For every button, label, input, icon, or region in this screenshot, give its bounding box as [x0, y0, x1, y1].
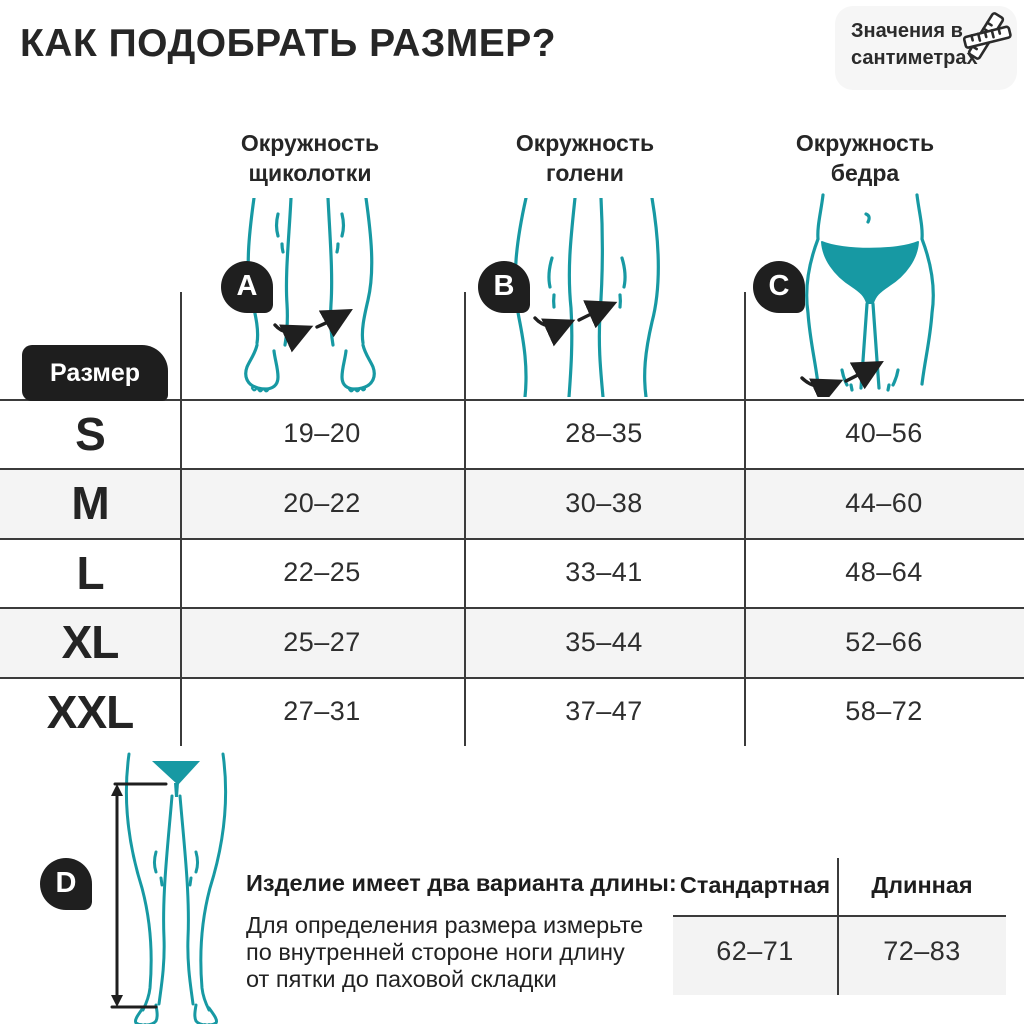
length-description-line: по внутренней стороне ноги длину [246, 939, 625, 965]
marker-badge-c: C [753, 261, 805, 313]
ankle-value: 20–22 [283, 487, 361, 518]
calf-value: 30–38 [565, 487, 643, 518]
marker-letter: A [236, 269, 258, 302]
marker-badge-b: B [478, 261, 530, 313]
hip-value: 58–72 [845, 696, 923, 726]
ankle-value: 19–20 [283, 418, 361, 448]
size-cell: XL [61, 616, 120, 668]
size-cell: L [76, 546, 104, 599]
length-value-long: 72–83 [883, 936, 961, 966]
ruler-icon [958, 8, 1014, 69]
grid-line [464, 292, 466, 746]
illustration-hip [745, 192, 965, 407]
length-table-line [673, 915, 1006, 917]
marker-badge-a: A [221, 261, 273, 313]
page-title: КАК ПОДОБРАТЬ РАЗМЕР? [20, 22, 557, 65]
length-value-standard: 62–71 [716, 936, 794, 966]
illustration-leg-length [100, 752, 250, 1024]
marker-badge-d: D [40, 858, 92, 910]
table-row-m: M 20–22 30–38 44–60 [0, 468, 1024, 538]
grid-line [0, 538, 1024, 540]
grid-line [744, 292, 746, 746]
hip-value: 44–60 [845, 487, 923, 518]
table-row-xxl: XXL 27–31 37–47 58–72 [0, 677, 1024, 746]
grid-line [0, 468, 1024, 470]
illustration-calf [495, 196, 680, 402]
hip-value: 40–56 [845, 418, 923, 448]
units-note-text: Значения в сантиметрах [851, 20, 978, 69]
length-table-row-bg [673, 917, 1006, 995]
hip-value: 48–64 [845, 557, 923, 587]
ankle-value: 25–27 [283, 626, 361, 657]
column-header-ankle: Окружность щиколотки [240, 130, 380, 186]
length-heading: Изделие имеет два варианта длины: [246, 870, 677, 896]
marker-letter: B [493, 269, 515, 302]
table-row-s: S 19–20 28–35 40–56 [0, 399, 1024, 468]
column-header-calf: Окружность голени [515, 130, 655, 186]
length-description: Для определения размера измерьте по внут… [246, 912, 686, 993]
grid-line [0, 607, 1024, 609]
marker-letter: C [768, 269, 790, 302]
length-col-long: Длинная [871, 872, 973, 898]
grid-line [0, 677, 1024, 679]
ankle-value: 22–25 [283, 557, 361, 587]
length-table-line [837, 858, 839, 995]
size-header-tab: Размер [22, 345, 168, 401]
table-row-l: L 22–25 33–41 48–64 [0, 538, 1024, 607]
size-cell: XXL [46, 685, 134, 738]
calf-value: 28–35 [565, 418, 643, 448]
illustration-ankle [225, 196, 400, 402]
calf-value: 37–47 [565, 696, 643, 726]
length-description-line: Для определения размера измерьте [246, 912, 644, 938]
column-header-hip: Окружность бедра [795, 130, 935, 186]
calf-value: 33–41 [565, 557, 643, 587]
size-cell: S [75, 407, 106, 460]
ankle-value: 27–31 [283, 696, 361, 726]
length-description-line: от пятки до паховой складки [246, 966, 557, 992]
grid-line [180, 292, 182, 746]
calf-value: 35–44 [565, 626, 643, 657]
hip-value: 52–66 [845, 626, 923, 657]
length-col-standard: Стандартная [679, 872, 831, 898]
table-row-xl: XL 25–27 35–44 52–66 [0, 607, 1024, 677]
size-header-label: Размер [49, 358, 141, 387]
size-cell: M [71, 477, 109, 529]
grid-line [0, 399, 1024, 401]
marker-letter: D [55, 866, 77, 899]
